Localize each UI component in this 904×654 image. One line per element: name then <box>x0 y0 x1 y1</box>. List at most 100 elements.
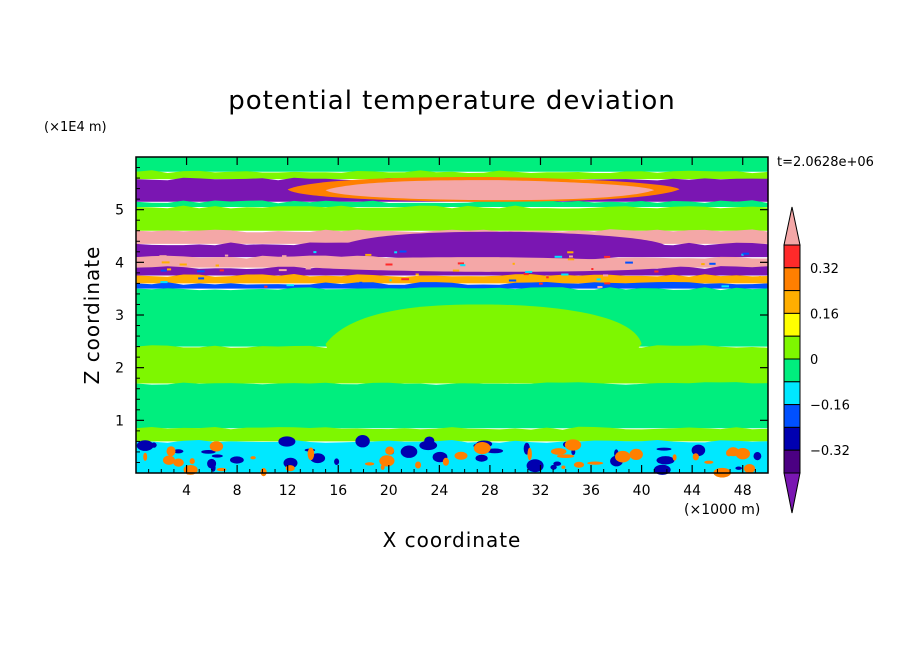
contour-blob <box>424 436 435 446</box>
x-unit-label: (×1000 m) <box>684 502 761 518</box>
contour-blob <box>753 452 762 461</box>
contour-speck <box>385 263 393 266</box>
contour-speck <box>415 273 419 276</box>
contour-speck <box>197 270 205 273</box>
x-tick-label: 36 <box>582 483 600 499</box>
colorbar-segment <box>783 426 801 451</box>
x-tick-label: 20 <box>380 483 398 499</box>
contour-blob <box>136 440 154 451</box>
time-stamp-label: t=2.0628e+06 <box>777 155 874 170</box>
contour-band <box>136 274 768 284</box>
contour-speck <box>604 282 611 285</box>
contour-speck <box>742 252 750 255</box>
contour-blob <box>442 457 449 466</box>
contour-blob <box>400 445 418 458</box>
contour-speck <box>682 282 688 285</box>
contour-speck <box>282 255 287 258</box>
contour-blob <box>486 448 504 454</box>
contour-speck <box>647 286 654 288</box>
colorbar: 0.32 0.16 0 −0.16 −0.32 <box>783 206 850 514</box>
contour-blob <box>207 458 217 469</box>
x-tick-label: 48 <box>734 483 752 499</box>
x-axis: 4 8 12 16 20 24 28 32 36 40 44 48 <box>148 157 756 499</box>
contour-band <box>136 157 768 172</box>
x-tick-label: 4 <box>182 483 191 499</box>
contour-blob <box>526 459 544 473</box>
contour-speck <box>546 276 549 279</box>
contour-speck <box>676 258 681 261</box>
contour-blob <box>209 441 224 452</box>
contour-blob <box>735 448 750 460</box>
colorbar-segment <box>783 381 801 406</box>
contour-speck <box>224 254 229 257</box>
contour-feature <box>287 257 693 272</box>
contour-speck <box>215 264 219 267</box>
contour-feature <box>325 304 642 384</box>
x-tick-label: 28 <box>481 483 499 499</box>
contour-band <box>136 426 768 442</box>
contour-band <box>136 382 768 429</box>
contour-speck <box>399 250 407 253</box>
contour-speck <box>159 255 167 258</box>
contour-blob <box>260 468 267 477</box>
y-tick-label: 5 <box>115 203 124 219</box>
contour-blob <box>334 458 340 466</box>
contour-blob <box>475 454 488 462</box>
contour-band <box>136 170 768 180</box>
contour-blob <box>735 466 742 470</box>
contour-blob <box>307 447 315 461</box>
y-axis: 1 2 3 4 5 <box>115 167 768 463</box>
colorbar-segment <box>783 267 801 292</box>
contour-speck <box>389 279 392 282</box>
contour-blob <box>230 456 244 464</box>
contour-speck <box>569 255 573 258</box>
contour-speck <box>198 277 205 280</box>
contour-speck <box>452 269 460 272</box>
contour-speck <box>167 268 172 271</box>
contour-blob <box>166 446 176 457</box>
x-tick-label: 8 <box>233 483 242 499</box>
contour-blob <box>285 465 295 472</box>
contour-speck <box>591 268 594 270</box>
contour-speck <box>512 262 515 265</box>
contour-speck <box>721 285 729 288</box>
contour-blob <box>704 460 714 464</box>
contour-blob <box>211 454 223 458</box>
contour-blob <box>283 457 298 469</box>
contour-speck <box>394 251 398 254</box>
contour-blob <box>727 447 740 457</box>
x-axis-title: X coordinate <box>382 528 522 552</box>
contour-blob <box>564 439 582 451</box>
contour-speck <box>554 283 560 286</box>
contour-blob <box>573 461 585 468</box>
contour-blob <box>189 458 195 465</box>
colorbar-segment <box>783 312 801 337</box>
contour-speck <box>598 261 606 264</box>
contour-speck <box>567 258 575 261</box>
contour-speck <box>457 262 464 265</box>
contour-speck <box>264 285 268 288</box>
contour-blob <box>692 453 699 461</box>
contour-blob <box>415 461 422 469</box>
contour-blob <box>615 450 631 463</box>
contour-speck <box>523 273 529 276</box>
contour-blob <box>553 461 562 466</box>
contour-blob <box>379 455 395 467</box>
contour-speck <box>161 261 170 264</box>
contour-speck <box>460 264 466 267</box>
contour-speck <box>286 284 294 287</box>
contour-speck <box>604 255 611 258</box>
contour-speck <box>539 282 543 285</box>
x-tick-label: 40 <box>633 483 651 499</box>
contour-speck <box>525 270 533 273</box>
colorbar-label: 0.16 <box>810 307 839 322</box>
contour-blob <box>672 454 677 461</box>
contour-feature <box>338 231 667 262</box>
contour-blob <box>557 454 575 459</box>
contour-speck <box>654 270 659 273</box>
contour-fill <box>136 157 768 478</box>
contour-blob <box>173 458 184 467</box>
x-tick-label: 16 <box>329 483 347 499</box>
contour-speck <box>596 278 601 281</box>
